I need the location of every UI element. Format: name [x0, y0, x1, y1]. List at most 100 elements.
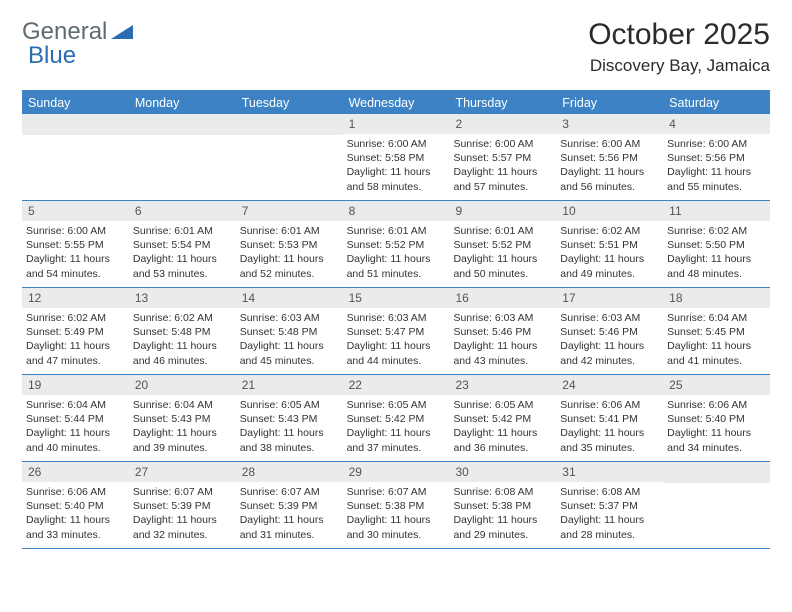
- day-header: Wednesday: [343, 92, 450, 114]
- week-row: 12Sunrise: 6:02 AMSunset: 5:49 PMDayligh…: [22, 288, 770, 375]
- day-number: 30: [449, 462, 556, 482]
- day-number: 18: [663, 288, 770, 308]
- day-number: [22, 114, 129, 135]
- day-body: Sunrise: 6:04 AMSunset: 5:45 PMDaylight:…: [663, 308, 770, 370]
- day-number: 8: [343, 201, 450, 221]
- day-number: 31: [556, 462, 663, 482]
- day-body: Sunrise: 6:01 AMSunset: 5:54 PMDaylight:…: [129, 221, 236, 283]
- day-cell: 19Sunrise: 6:04 AMSunset: 5:44 PMDayligh…: [22, 375, 129, 461]
- day-body: Sunrise: 6:03 AMSunset: 5:46 PMDaylight:…: [556, 308, 663, 370]
- day-cell: 27Sunrise: 6:07 AMSunset: 5:39 PMDayligh…: [129, 462, 236, 548]
- day-body: Sunrise: 6:00 AMSunset: 5:57 PMDaylight:…: [449, 134, 556, 196]
- day-number: 5: [22, 201, 129, 221]
- day-body: Sunrise: 6:02 AMSunset: 5:48 PMDaylight:…: [129, 308, 236, 370]
- day-number: 13: [129, 288, 236, 308]
- day-cell: 12Sunrise: 6:02 AMSunset: 5:49 PMDayligh…: [22, 288, 129, 374]
- day-body: Sunrise: 6:03 AMSunset: 5:48 PMDaylight:…: [236, 308, 343, 370]
- day-cell: 26Sunrise: 6:06 AMSunset: 5:40 PMDayligh…: [22, 462, 129, 548]
- day-header: Thursday: [449, 92, 556, 114]
- week-row: 26Sunrise: 6:06 AMSunset: 5:40 PMDayligh…: [22, 462, 770, 549]
- day-cell: 15Sunrise: 6:03 AMSunset: 5:47 PMDayligh…: [343, 288, 450, 374]
- day-body: Sunrise: 6:07 AMSunset: 5:39 PMDaylight:…: [236, 482, 343, 544]
- day-cell: [129, 114, 236, 200]
- day-body: Sunrise: 6:08 AMSunset: 5:38 PMDaylight:…: [449, 482, 556, 544]
- day-number: 29: [343, 462, 450, 482]
- title-block: October 2025 Discovery Bay, Jamaica: [588, 18, 770, 76]
- day-cell: 30Sunrise: 6:08 AMSunset: 5:38 PMDayligh…: [449, 462, 556, 548]
- day-cell: [663, 462, 770, 548]
- day-cell: 25Sunrise: 6:06 AMSunset: 5:40 PMDayligh…: [663, 375, 770, 461]
- day-number: [129, 114, 236, 135]
- day-number: 15: [343, 288, 450, 308]
- day-number: 24: [556, 375, 663, 395]
- day-body: Sunrise: 6:05 AMSunset: 5:42 PMDaylight:…: [343, 395, 450, 457]
- day-cell: 20Sunrise: 6:04 AMSunset: 5:43 PMDayligh…: [129, 375, 236, 461]
- day-body: Sunrise: 6:05 AMSunset: 5:43 PMDaylight:…: [236, 395, 343, 457]
- day-body: Sunrise: 6:00 AMSunset: 5:58 PMDaylight:…: [343, 134, 450, 196]
- day-body: Sunrise: 6:07 AMSunset: 5:39 PMDaylight:…: [129, 482, 236, 544]
- day-body: Sunrise: 6:02 AMSunset: 5:50 PMDaylight:…: [663, 221, 770, 283]
- day-number: 26: [22, 462, 129, 482]
- day-number: 4: [663, 114, 770, 134]
- day-cell: 5Sunrise: 6:00 AMSunset: 5:55 PMDaylight…: [22, 201, 129, 287]
- logo-blue-row: Blue: [28, 42, 76, 70]
- day-number: 14: [236, 288, 343, 308]
- day-cell: 4Sunrise: 6:00 AMSunset: 5:56 PMDaylight…: [663, 114, 770, 200]
- day-cell: 13Sunrise: 6:02 AMSunset: 5:48 PMDayligh…: [129, 288, 236, 374]
- day-number: 17: [556, 288, 663, 308]
- week-row: 5Sunrise: 6:00 AMSunset: 5:55 PMDaylight…: [22, 201, 770, 288]
- day-body: Sunrise: 6:07 AMSunset: 5:38 PMDaylight:…: [343, 482, 450, 544]
- day-body: Sunrise: 6:06 AMSunset: 5:40 PMDaylight:…: [663, 395, 770, 457]
- day-number: 2: [449, 114, 556, 134]
- day-cell: 3Sunrise: 6:00 AMSunset: 5:56 PMDaylight…: [556, 114, 663, 200]
- day-number: 20: [129, 375, 236, 395]
- day-body: Sunrise: 6:08 AMSunset: 5:37 PMDaylight:…: [556, 482, 663, 544]
- day-body: Sunrise: 6:03 AMSunset: 5:46 PMDaylight:…: [449, 308, 556, 370]
- day-body: Sunrise: 6:05 AMSunset: 5:42 PMDaylight:…: [449, 395, 556, 457]
- day-number: [236, 114, 343, 135]
- day-cell: 28Sunrise: 6:07 AMSunset: 5:39 PMDayligh…: [236, 462, 343, 548]
- day-number: 10: [556, 201, 663, 221]
- day-number: 16: [449, 288, 556, 308]
- day-number: 19: [22, 375, 129, 395]
- day-cell: 2Sunrise: 6:00 AMSunset: 5:57 PMDaylight…: [449, 114, 556, 200]
- day-cell: 14Sunrise: 6:03 AMSunset: 5:48 PMDayligh…: [236, 288, 343, 374]
- day-body: Sunrise: 6:01 AMSunset: 5:52 PMDaylight:…: [449, 221, 556, 283]
- page-header: General October 2025 Discovery Bay, Jama…: [22, 18, 770, 76]
- day-cell: 11Sunrise: 6:02 AMSunset: 5:50 PMDayligh…: [663, 201, 770, 287]
- day-cell: 21Sunrise: 6:05 AMSunset: 5:43 PMDayligh…: [236, 375, 343, 461]
- day-body: Sunrise: 6:06 AMSunset: 5:40 PMDaylight:…: [22, 482, 129, 544]
- day-number: [663, 462, 770, 483]
- day-body: Sunrise: 6:02 AMSunset: 5:49 PMDaylight:…: [22, 308, 129, 370]
- day-cell: [22, 114, 129, 200]
- day-cell: 18Sunrise: 6:04 AMSunset: 5:45 PMDayligh…: [663, 288, 770, 374]
- day-cell: 31Sunrise: 6:08 AMSunset: 5:37 PMDayligh…: [556, 462, 663, 548]
- day-body: Sunrise: 6:02 AMSunset: 5:51 PMDaylight:…: [556, 221, 663, 283]
- calendar: SundayMondayTuesdayWednesdayThursdayFrid…: [22, 90, 770, 549]
- day-cell: 24Sunrise: 6:06 AMSunset: 5:41 PMDayligh…: [556, 375, 663, 461]
- day-cell: 8Sunrise: 6:01 AMSunset: 5:52 PMDaylight…: [343, 201, 450, 287]
- day-body: Sunrise: 6:04 AMSunset: 5:43 PMDaylight:…: [129, 395, 236, 457]
- day-cell: 6Sunrise: 6:01 AMSunset: 5:54 PMDaylight…: [129, 201, 236, 287]
- day-cell: 7Sunrise: 6:01 AMSunset: 5:53 PMDaylight…: [236, 201, 343, 287]
- day-header: Monday: [129, 92, 236, 114]
- day-cell: 17Sunrise: 6:03 AMSunset: 5:46 PMDayligh…: [556, 288, 663, 374]
- day-cell: 22Sunrise: 6:05 AMSunset: 5:42 PMDayligh…: [343, 375, 450, 461]
- day-cell: 1Sunrise: 6:00 AMSunset: 5:58 PMDaylight…: [343, 114, 450, 200]
- day-body: Sunrise: 6:00 AMSunset: 5:56 PMDaylight:…: [556, 134, 663, 196]
- day-number: 9: [449, 201, 556, 221]
- day-number: 22: [343, 375, 450, 395]
- day-number: 23: [449, 375, 556, 395]
- day-body: Sunrise: 6:04 AMSunset: 5:44 PMDaylight:…: [22, 395, 129, 457]
- day-number: 27: [129, 462, 236, 482]
- day-number: 12: [22, 288, 129, 308]
- logo-triangle-icon: [111, 21, 133, 44]
- day-header-row: SundayMondayTuesdayWednesdayThursdayFrid…: [22, 92, 770, 114]
- day-number: 25: [663, 375, 770, 395]
- day-number: 1: [343, 114, 450, 134]
- day-body: Sunrise: 6:00 AMSunset: 5:56 PMDaylight:…: [663, 134, 770, 196]
- day-cell: [236, 114, 343, 200]
- day-header: Tuesday: [236, 92, 343, 114]
- month-title: October 2025: [588, 18, 770, 52]
- day-header: Sunday: [22, 92, 129, 114]
